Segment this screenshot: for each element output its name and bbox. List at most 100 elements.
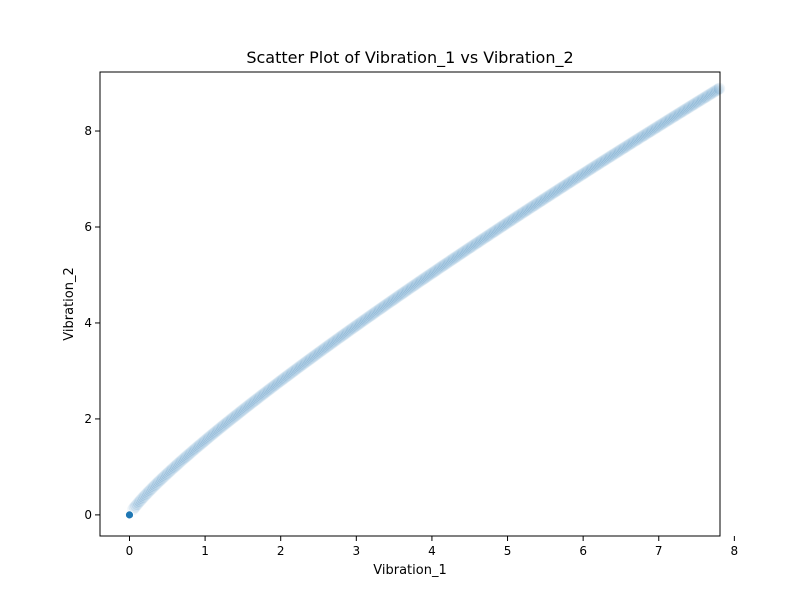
x-tick-label: 8 <box>731 544 739 558</box>
data-point <box>675 105 689 118</box>
data-point <box>554 181 568 195</box>
data-point <box>176 453 190 466</box>
data-point <box>193 438 206 452</box>
data-point <box>610 145 624 159</box>
data-point <box>188 443 201 456</box>
data-point <box>318 341 332 355</box>
data-point <box>592 157 606 170</box>
data-point <box>697 91 711 105</box>
data-point <box>340 326 353 339</box>
data-point <box>419 271 432 284</box>
data-point <box>711 83 725 96</box>
data-point <box>372 303 385 317</box>
data-point <box>654 118 667 132</box>
data-point <box>234 405 247 419</box>
data-point <box>668 109 681 123</box>
data-point <box>596 154 610 168</box>
data-point <box>415 273 429 287</box>
data-point <box>142 485 155 499</box>
data-point <box>476 232 490 246</box>
data-point <box>280 370 293 383</box>
data-point <box>406 279 420 293</box>
data-point <box>688 97 702 110</box>
data-point <box>163 464 177 478</box>
data-point <box>170 458 183 472</box>
data-point <box>239 401 252 415</box>
data-point <box>502 215 515 229</box>
data-point <box>541 189 555 203</box>
data-point <box>378 299 392 312</box>
data-point <box>275 374 288 387</box>
data-point <box>134 493 148 507</box>
data-point <box>578 166 592 179</box>
data-point <box>580 165 593 178</box>
data-point <box>278 371 292 384</box>
data-point <box>709 84 722 98</box>
data-point <box>304 352 318 365</box>
data-point <box>373 302 386 316</box>
data-point <box>526 199 540 213</box>
data-point <box>435 259 449 273</box>
data-point <box>571 171 584 184</box>
data-point <box>469 237 482 251</box>
data-point <box>549 185 563 198</box>
data-point <box>618 141 632 154</box>
data-point <box>659 115 672 129</box>
y-axis-label: Vibration_2 <box>62 267 77 340</box>
data-point <box>157 470 171 484</box>
data-point <box>530 197 543 211</box>
data-point <box>520 204 533 217</box>
data-point <box>276 373 289 386</box>
data-point <box>432 262 445 276</box>
data-point <box>461 242 475 256</box>
data-point <box>536 193 550 206</box>
data-point <box>548 185 561 199</box>
data-point <box>624 137 638 150</box>
data-point <box>226 411 240 425</box>
data-point <box>327 335 341 349</box>
data-point <box>405 280 418 294</box>
data-point <box>208 426 222 439</box>
data-point <box>305 351 319 364</box>
data-point <box>583 162 597 176</box>
data-point <box>290 362 303 376</box>
data-point <box>612 145 625 158</box>
data-point <box>347 320 361 334</box>
data-point <box>287 364 301 378</box>
data-point <box>636 129 649 143</box>
data-point <box>660 114 674 128</box>
data-point <box>398 285 412 298</box>
data-point <box>503 214 517 228</box>
data-point <box>585 162 598 175</box>
data-point <box>531 196 545 210</box>
data-point <box>606 148 620 161</box>
data-point <box>151 476 164 490</box>
data-point <box>658 116 671 129</box>
data-point <box>698 90 712 104</box>
data-point <box>162 465 176 479</box>
data-point <box>527 199 541 212</box>
data-point <box>651 120 665 133</box>
data-point <box>147 480 160 493</box>
data-point <box>582 163 596 177</box>
data-point <box>481 229 495 242</box>
data-point <box>486 225 500 239</box>
data-point <box>356 314 370 328</box>
data-point <box>492 222 505 236</box>
data-point <box>649 121 662 135</box>
data-point <box>704 87 717 101</box>
data-point <box>561 177 574 191</box>
data-point <box>705 87 718 100</box>
data-point <box>470 236 483 250</box>
data-point <box>463 241 477 254</box>
data-point <box>623 137 637 151</box>
data-point <box>249 393 263 407</box>
data-point <box>329 333 343 347</box>
data-point <box>701 89 715 102</box>
data-point <box>566 174 579 187</box>
data-point <box>609 146 623 160</box>
data-point <box>589 159 602 173</box>
data-point <box>642 125 656 139</box>
data-point <box>532 195 546 209</box>
